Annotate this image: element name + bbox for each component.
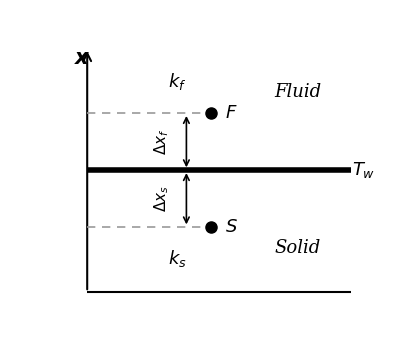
Text: $\Delta x_s$: $\Delta x_s$ [152,185,171,212]
Text: $T_w$: $T_w$ [352,160,376,180]
Text: Fluid: Fluid [274,83,322,101]
Text: $\mathbf{\mathit{S}}$: $\mathbf{\mathit{S}}$ [225,218,238,236]
Text: Solid: Solid [275,239,321,257]
Text: $\boldsymbol{x}$: $\boldsymbol{x}$ [74,48,91,68]
Text: $\mathbf{\mathit{F}}$: $\mathbf{\mathit{F}}$ [225,104,238,122]
Text: $\Delta x_f$: $\Delta x_f$ [152,128,171,155]
Text: $k_f$: $k_f$ [168,71,186,92]
Text: $k_s$: $k_s$ [168,248,186,269]
